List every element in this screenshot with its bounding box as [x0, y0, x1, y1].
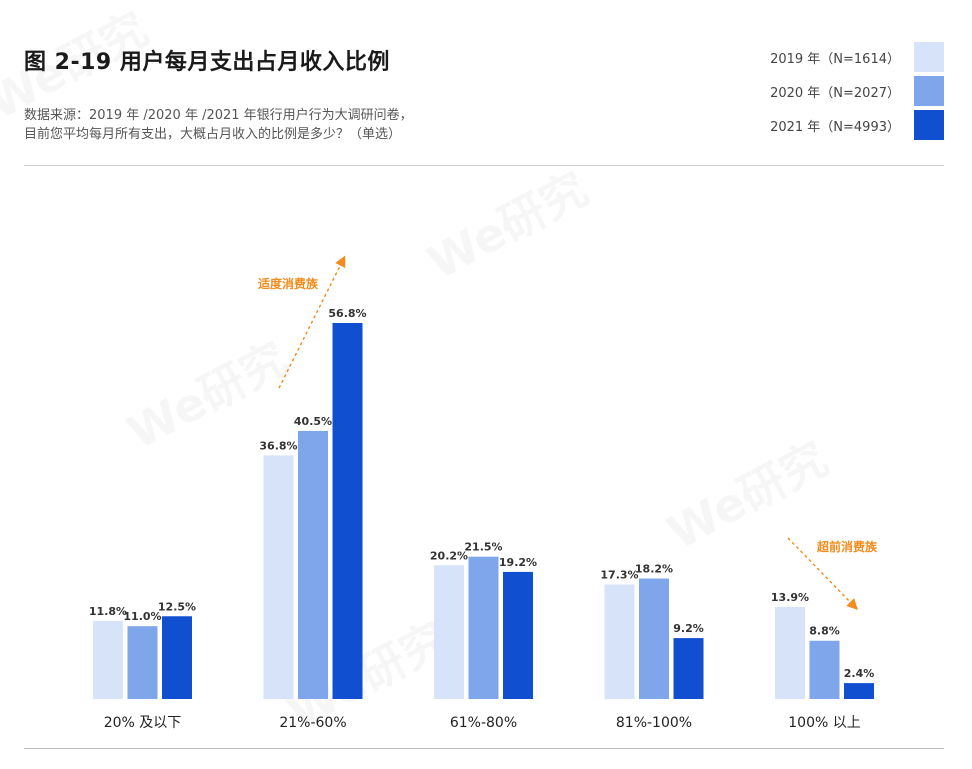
legend-item-2019: 2019 年（N=1614） — [770, 40, 944, 74]
data-label: 12.5% — [158, 600, 196, 613]
legend-item-2021: 2021 年（N=4993） — [770, 108, 944, 142]
bar — [844, 683, 874, 699]
data-label: 36.8% — [259, 439, 297, 452]
legend-swatch — [914, 110, 944, 140]
bar — [604, 584, 635, 699]
trend-down-arrow — [787, 537, 858, 611]
category-label: 21%-60% — [279, 715, 346, 731]
bar — [673, 638, 704, 699]
footer-divider — [24, 748, 944, 749]
data-source-note: 数据来源：2019 年 /2020 年 /2021 年银行用户行为大调研问卷， … — [24, 106, 413, 144]
data-label: 40.5% — [294, 415, 332, 428]
category-label: 20% 及以下 — [104, 715, 182, 731]
category-label: 61%-80% — [450, 715, 517, 731]
legend-label: 2020 年（N=2027） — [770, 85, 900, 101]
data-label: 19.2% — [499, 556, 537, 569]
legend-swatch — [914, 76, 944, 106]
data-label: 56.8% — [328, 307, 366, 320]
legend-label: 2019 年（N=1614） — [770, 51, 900, 67]
category-label: 100% 以上 — [788, 715, 860, 731]
legend-item-2020: 2020 年（N=2027） — [770, 74, 944, 108]
legend-swatch — [914, 42, 944, 72]
bar — [639, 578, 669, 699]
bar — [809, 640, 840, 699]
page-title: 图 2-19 用户每月支出占月收入比例 — [24, 50, 390, 75]
trend-up-arrow — [278, 255, 346, 389]
data-label: 11.8% — [89, 605, 127, 618]
annotations: 适度消费族 超前消费族 — [258, 255, 878, 611]
data-label: 13.9% — [771, 591, 809, 604]
bar — [162, 616, 192, 699]
source-line-2: 目前您平均每月所有支出，大概占月收入的比例是多少？（单选） — [24, 127, 402, 142]
data-label: 2.4% — [844, 667, 875, 680]
annotation-moderate-consumers: 适度消费族 — [258, 276, 319, 291]
source-line-1: 数据来源：2019 年 /2020 年 /2021 年银行用户行为大调研问卷， — [24, 108, 413, 123]
data-label: 9.2% — [673, 622, 704, 635]
legend-label: 2021 年（N=4993） — [770, 119, 900, 135]
data-label: 17.3% — [600, 568, 638, 581]
category-label: 81%-100% — [616, 715, 692, 731]
bar — [263, 455, 294, 699]
bar — [332, 323, 363, 699]
bar — [127, 626, 158, 699]
bar — [468, 556, 499, 699]
legend: 2019 年（N=1614） 2020 年（N=2027） 2021 年（N=4… — [770, 40, 944, 142]
bar — [298, 430, 328, 699]
header-divider — [24, 165, 944, 166]
bar — [93, 620, 123, 699]
bar — [503, 571, 533, 699]
annotation-advance-consumers: 超前消费族 — [816, 539, 878, 554]
data-label: 20.2% — [430, 549, 468, 562]
data-label: 18.2% — [635, 563, 673, 576]
bar — [434, 565, 464, 699]
bar — [775, 606, 805, 699]
data-label: 11.0% — [123, 610, 161, 623]
data-label: 21.5% — [464, 541, 502, 554]
data-label: 8.8% — [809, 625, 840, 638]
